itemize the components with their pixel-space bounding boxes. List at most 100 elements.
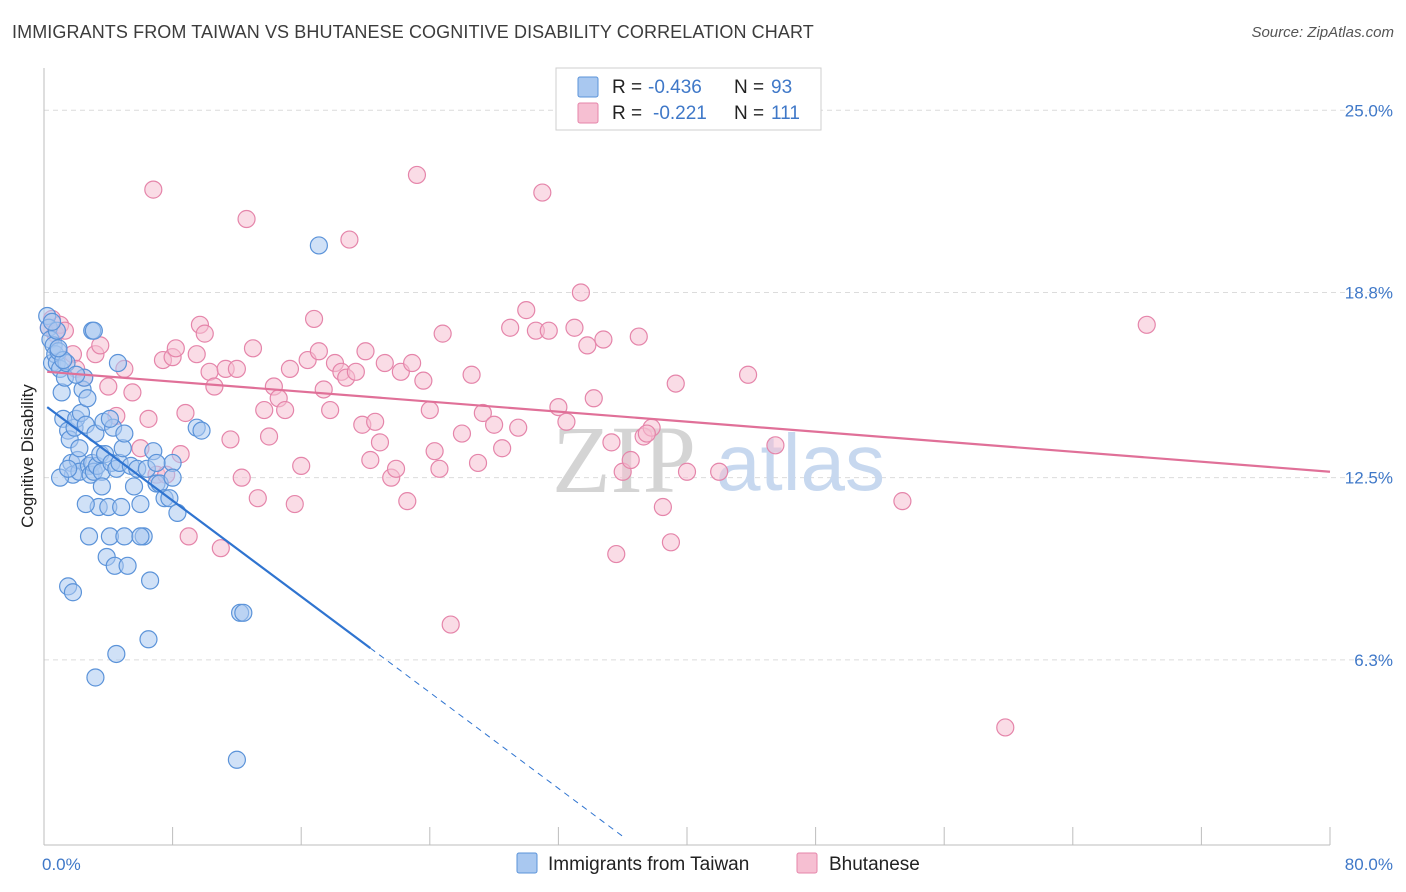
bhutanese-point-55 [346, 362, 365, 381]
x-tick-label-1: 80.0% [1345, 855, 1393, 874]
taiwan-point-25 [78, 389, 97, 408]
bhutanese-point-110 [430, 459, 449, 478]
bhutanese-point-59 [366, 412, 385, 431]
taiwan-point-73 [139, 630, 158, 649]
bhutanese-point-86 [565, 318, 584, 337]
bhutanese-point-67 [407, 165, 427, 185]
bhutanese-point-90 [594, 330, 613, 349]
source-label: Source: ZipAtlas.com [1251, 24, 1394, 41]
bhutanese-point-38 [255, 400, 274, 420]
bhutanese-point-72 [441, 615, 460, 634]
bhutanese-point-78 [501, 318, 520, 337]
bhutanese-trend-line [47, 370, 1331, 473]
bhutanese-point-15 [139, 409, 158, 428]
bhutanese-point-29 [205, 377, 224, 396]
bhutanese-point-23 [176, 403, 195, 423]
bhutanese-point-65 [398, 492, 417, 511]
bhutanese-point-60 [370, 433, 390, 452]
bhutanese-point-43 [280, 359, 300, 378]
legend-n-value-1: 93 [771, 77, 792, 98]
bhutanese-point-36 [243, 339, 263, 358]
bhutanese-point-21 [166, 339, 185, 358]
bhutanese-point-106 [996, 718, 1015, 737]
bhutanese-point-109 [493, 439, 512, 458]
bhutanese-point-10 [99, 377, 118, 396]
bhutanese-point-69 [420, 400, 439, 420]
bhutanese-point-30 [211, 539, 230, 558]
bhutanese-point-44 [285, 494, 304, 514]
bhutanese-point-63 [386, 459, 406, 478]
bhutanese-point-54 [340, 230, 359, 249]
bhutanese-point-74 [462, 365, 481, 384]
taiwan-point-65 [192, 421, 211, 440]
bhutanese-point-47 [304, 309, 324, 329]
chart-title: IMMIGRANTS FROM TAIWAN VS BHUTANESE COGN… [12, 22, 814, 42]
bhutanese-point-24 [179, 527, 198, 546]
bhutanese-point-91 [602, 433, 621, 452]
taiwan-point-82 [147, 453, 166, 473]
y-tick-label-2: 18.8% [1345, 283, 1393, 302]
y-tick-labels: 6.3% 12.5% 18.8% 25.0% [1345, 101, 1393, 670]
watermark: ZIP atlas [552, 406, 885, 513]
bhutanese-point-95 [629, 327, 648, 346]
bhutanese-point-75 [468, 453, 488, 473]
bhutanese-point-39 [259, 427, 279, 446]
y-tick-label-3: 25.0% [1345, 101, 1393, 120]
legend-n-label-1: N = [734, 77, 764, 98]
taiwan-point-51 [124, 477, 144, 496]
bhutanese-point-50 [321, 400, 340, 420]
bhutanese-point-103 [738, 365, 758, 384]
bottom-legend-label-bhutanese: Bhutanese [829, 854, 920, 875]
legend-r-value-1: -0.436 [648, 77, 702, 98]
taiwan-point-83 [163, 468, 182, 487]
taiwan-point-71 [86, 668, 105, 687]
bhutanese-point-94 [621, 450, 640, 470]
taiwan-point-89 [100, 409, 120, 428]
bhutanese-point-57 [356, 342, 375, 361]
bhutanese-point-42 [276, 400, 295, 420]
taiwan-point-86 [59, 459, 78, 478]
legend-swatch-taiwan [577, 76, 599, 98]
y-tick-label-1: 12.5% [1345, 469, 1393, 488]
bhutanese-point-92 [607, 544, 626, 564]
bhutanese-point-108 [637, 424, 656, 443]
legend-r-label-2: R = [612, 103, 642, 124]
taiwan-point-48 [115, 424, 134, 443]
bhutanese-point-27 [195, 324, 214, 343]
bhutanese-point-80 [517, 301, 536, 320]
bhutanese-point-73 [452, 424, 472, 443]
x-tick-label-0: 0.0% [42, 855, 81, 874]
bhutanese-point-105 [893, 492, 912, 511]
grid-lines [44, 109, 1390, 661]
taiwan-point-92 [76, 494, 95, 514]
legend-box [555, 67, 822, 131]
bhutanese-point-99 [661, 533, 681, 552]
bhutanese-point-87 [571, 283, 591, 302]
bhutanese-point-35 [237, 209, 256, 229]
bhutanese-point-58 [361, 450, 380, 470]
bhutanese-point-45 [292, 456, 311, 475]
taiwan-point-70 [63, 583, 83, 602]
taiwan-point-68 [309, 236, 328, 255]
bhutanese-point-107 [1137, 315, 1156, 334]
bhutanese-point-33 [227, 359, 246, 378]
taiwan-point-44 [108, 353, 128, 373]
bottom-legend-label-taiwan: Immigrants from Taiwan [548, 854, 749, 875]
series-taiwan [38, 236, 328, 769]
axes [43, 68, 1331, 846]
bottom-legend-swatch-bhutanese [796, 852, 818, 874]
bhutanese-point-100 [666, 374, 685, 393]
taiwan-point-79 [84, 321, 103, 340]
trend-lines [46, 370, 1331, 837]
bhutanese-point-16 [144, 180, 163, 199]
taiwan-point-87 [70, 439, 89, 458]
taiwan-point-74 [227, 750, 246, 769]
bhutanese-point-101 [677, 462, 697, 481]
taiwan-point-84 [79, 527, 99, 546]
taiwan-point-91 [49, 339, 68, 358]
bhutanese-point-34 [232, 468, 251, 487]
taiwan-point-72 [107, 644, 126, 664]
legend-r-value-2: -0.221 [653, 103, 707, 124]
bhutanese-point-13 [123, 383, 142, 402]
